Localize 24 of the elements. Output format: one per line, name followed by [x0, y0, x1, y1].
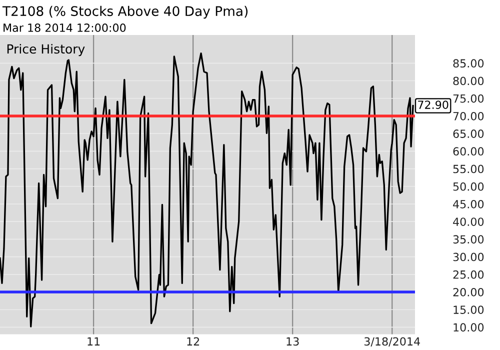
- annotation: 72.90: [418, 100, 448, 109]
- y-tick-label: 85.00: [453, 59, 484, 68]
- y-tick-label: 75.00: [453, 94, 484, 103]
- y-tick-label: 50.00: [453, 182, 484, 191]
- annotation: Price History: [7, 44, 85, 56]
- y-tick-label: 80.00: [453, 76, 484, 86]
- y-tick-label: 55.00: [453, 164, 484, 174]
- chart-title: T2108 (% Stocks Above 40 Day Pma): [2, 6, 248, 19]
- y-tick-label: 60.00: [453, 147, 484, 156]
- y-tick-label: 20.00: [453, 288, 484, 296]
- y-tick-label: 35.00: [453, 235, 484, 244]
- y-tick-label: 10.00: [454, 323, 484, 332]
- y-tick-label: 15.00: [454, 306, 484, 314]
- x-tick-label: 13: [286, 337, 299, 346]
- y-tick-label: 65.00: [453, 130, 484, 138]
- y-tick-label: 70.00: [453, 112, 484, 120]
- x-tick-label: 11: [88, 337, 100, 346]
- y-tick-label: 40.00: [453, 218, 484, 226]
- x-tick-label: 12: [187, 337, 200, 346]
- x-tick-label: 3/18/2014: [364, 337, 420, 346]
- y-tick-label: 45.00: [453, 200, 484, 208]
- chart-subtitle: Mar 18 2014 12:00:00: [4, 24, 126, 32]
- y-tick-label: 30.00: [453, 252, 484, 262]
- y-tick-label: 25.00: [453, 270, 484, 279]
